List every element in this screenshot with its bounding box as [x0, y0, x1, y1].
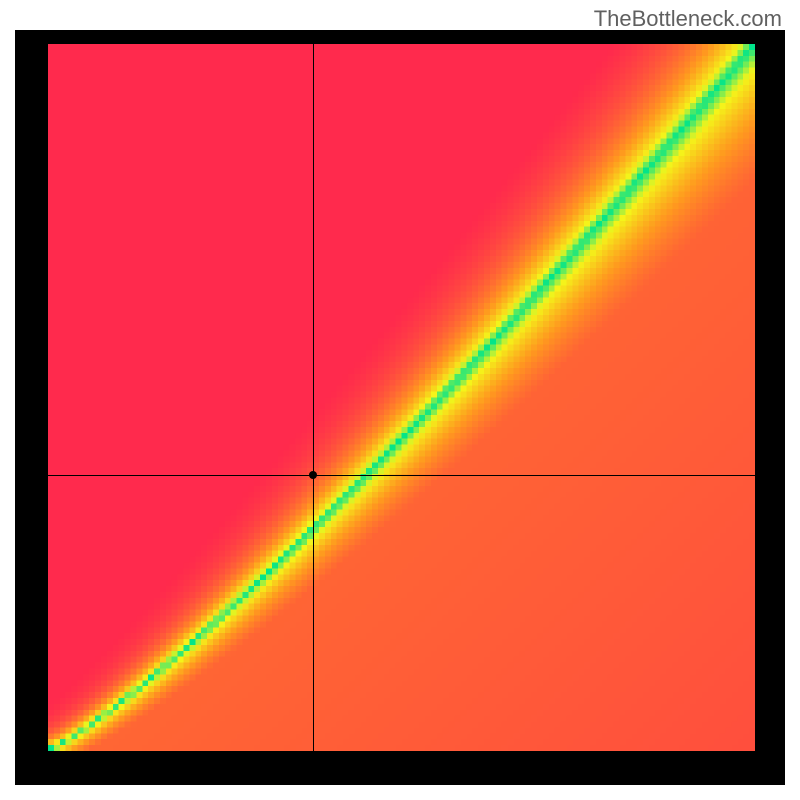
chart-frame [15, 30, 785, 785]
marker-dot [309, 471, 317, 479]
crosshair-horizontal [48, 475, 755, 476]
chart-plot-area [48, 44, 755, 751]
crosshair-vertical [313, 44, 314, 751]
heatmap-canvas [48, 44, 755, 751]
watermark-text: TheBottleneck.com [594, 6, 782, 32]
